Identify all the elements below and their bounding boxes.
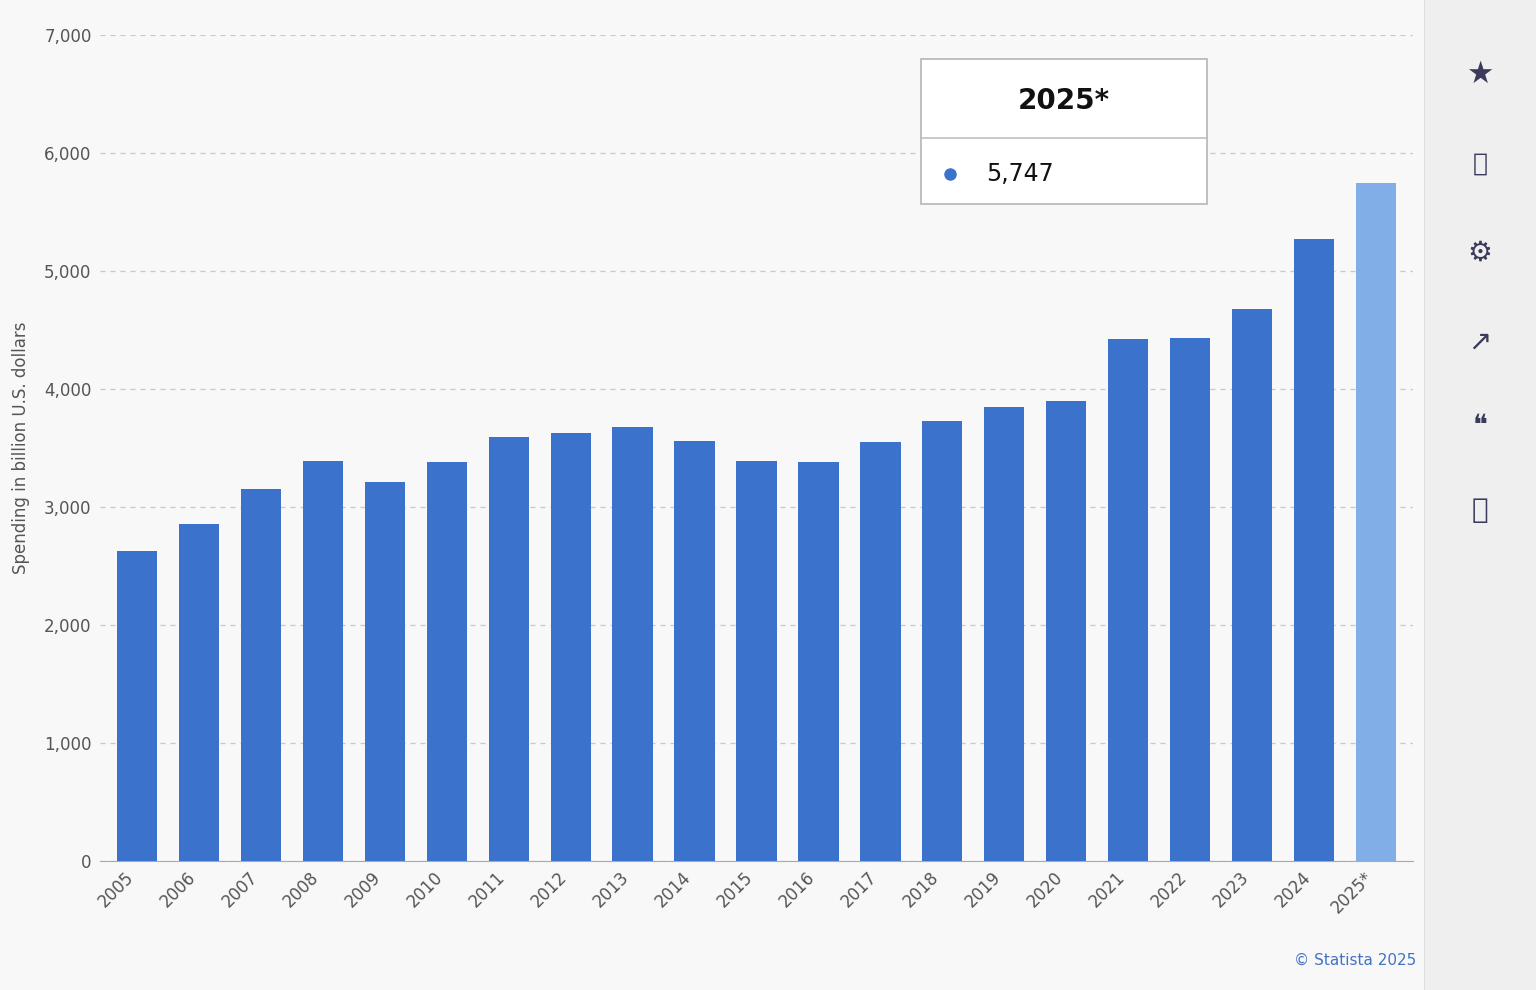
FancyBboxPatch shape bbox=[920, 59, 1207, 204]
Bar bbox=[303, 461, 343, 861]
Bar bbox=[1107, 340, 1149, 861]
Y-axis label: Spending in billion U.S. dollars: Spending in billion U.S. dollars bbox=[12, 322, 31, 574]
Bar bbox=[1170, 339, 1210, 861]
Bar bbox=[427, 462, 467, 861]
Bar bbox=[736, 461, 777, 861]
Bar bbox=[117, 550, 157, 861]
Bar bbox=[922, 421, 963, 861]
Text: ❝: ❝ bbox=[1473, 412, 1487, 440]
Text: 🔔: 🔔 bbox=[1473, 151, 1487, 175]
Text: ↗: ↗ bbox=[1468, 328, 1491, 355]
Bar bbox=[1046, 401, 1086, 861]
Bar bbox=[364, 482, 406, 861]
Text: ⚙: ⚙ bbox=[1467, 239, 1493, 266]
Bar bbox=[241, 489, 281, 861]
Text: ⎙: ⎙ bbox=[1471, 496, 1488, 524]
Bar bbox=[178, 524, 220, 861]
Bar bbox=[1356, 182, 1396, 861]
Text: 5,747: 5,747 bbox=[986, 161, 1054, 186]
Bar bbox=[799, 462, 839, 861]
Bar bbox=[860, 443, 900, 861]
Bar bbox=[674, 441, 714, 861]
Bar bbox=[550, 433, 591, 861]
Text: © Statista 2025: © Statista 2025 bbox=[1293, 953, 1416, 968]
Bar bbox=[985, 407, 1025, 861]
Bar bbox=[613, 427, 653, 861]
Text: ★: ★ bbox=[1467, 59, 1493, 89]
Bar bbox=[1293, 239, 1335, 861]
Text: 2025*: 2025* bbox=[1018, 87, 1111, 116]
Bar bbox=[1232, 309, 1272, 861]
Bar bbox=[488, 438, 528, 861]
